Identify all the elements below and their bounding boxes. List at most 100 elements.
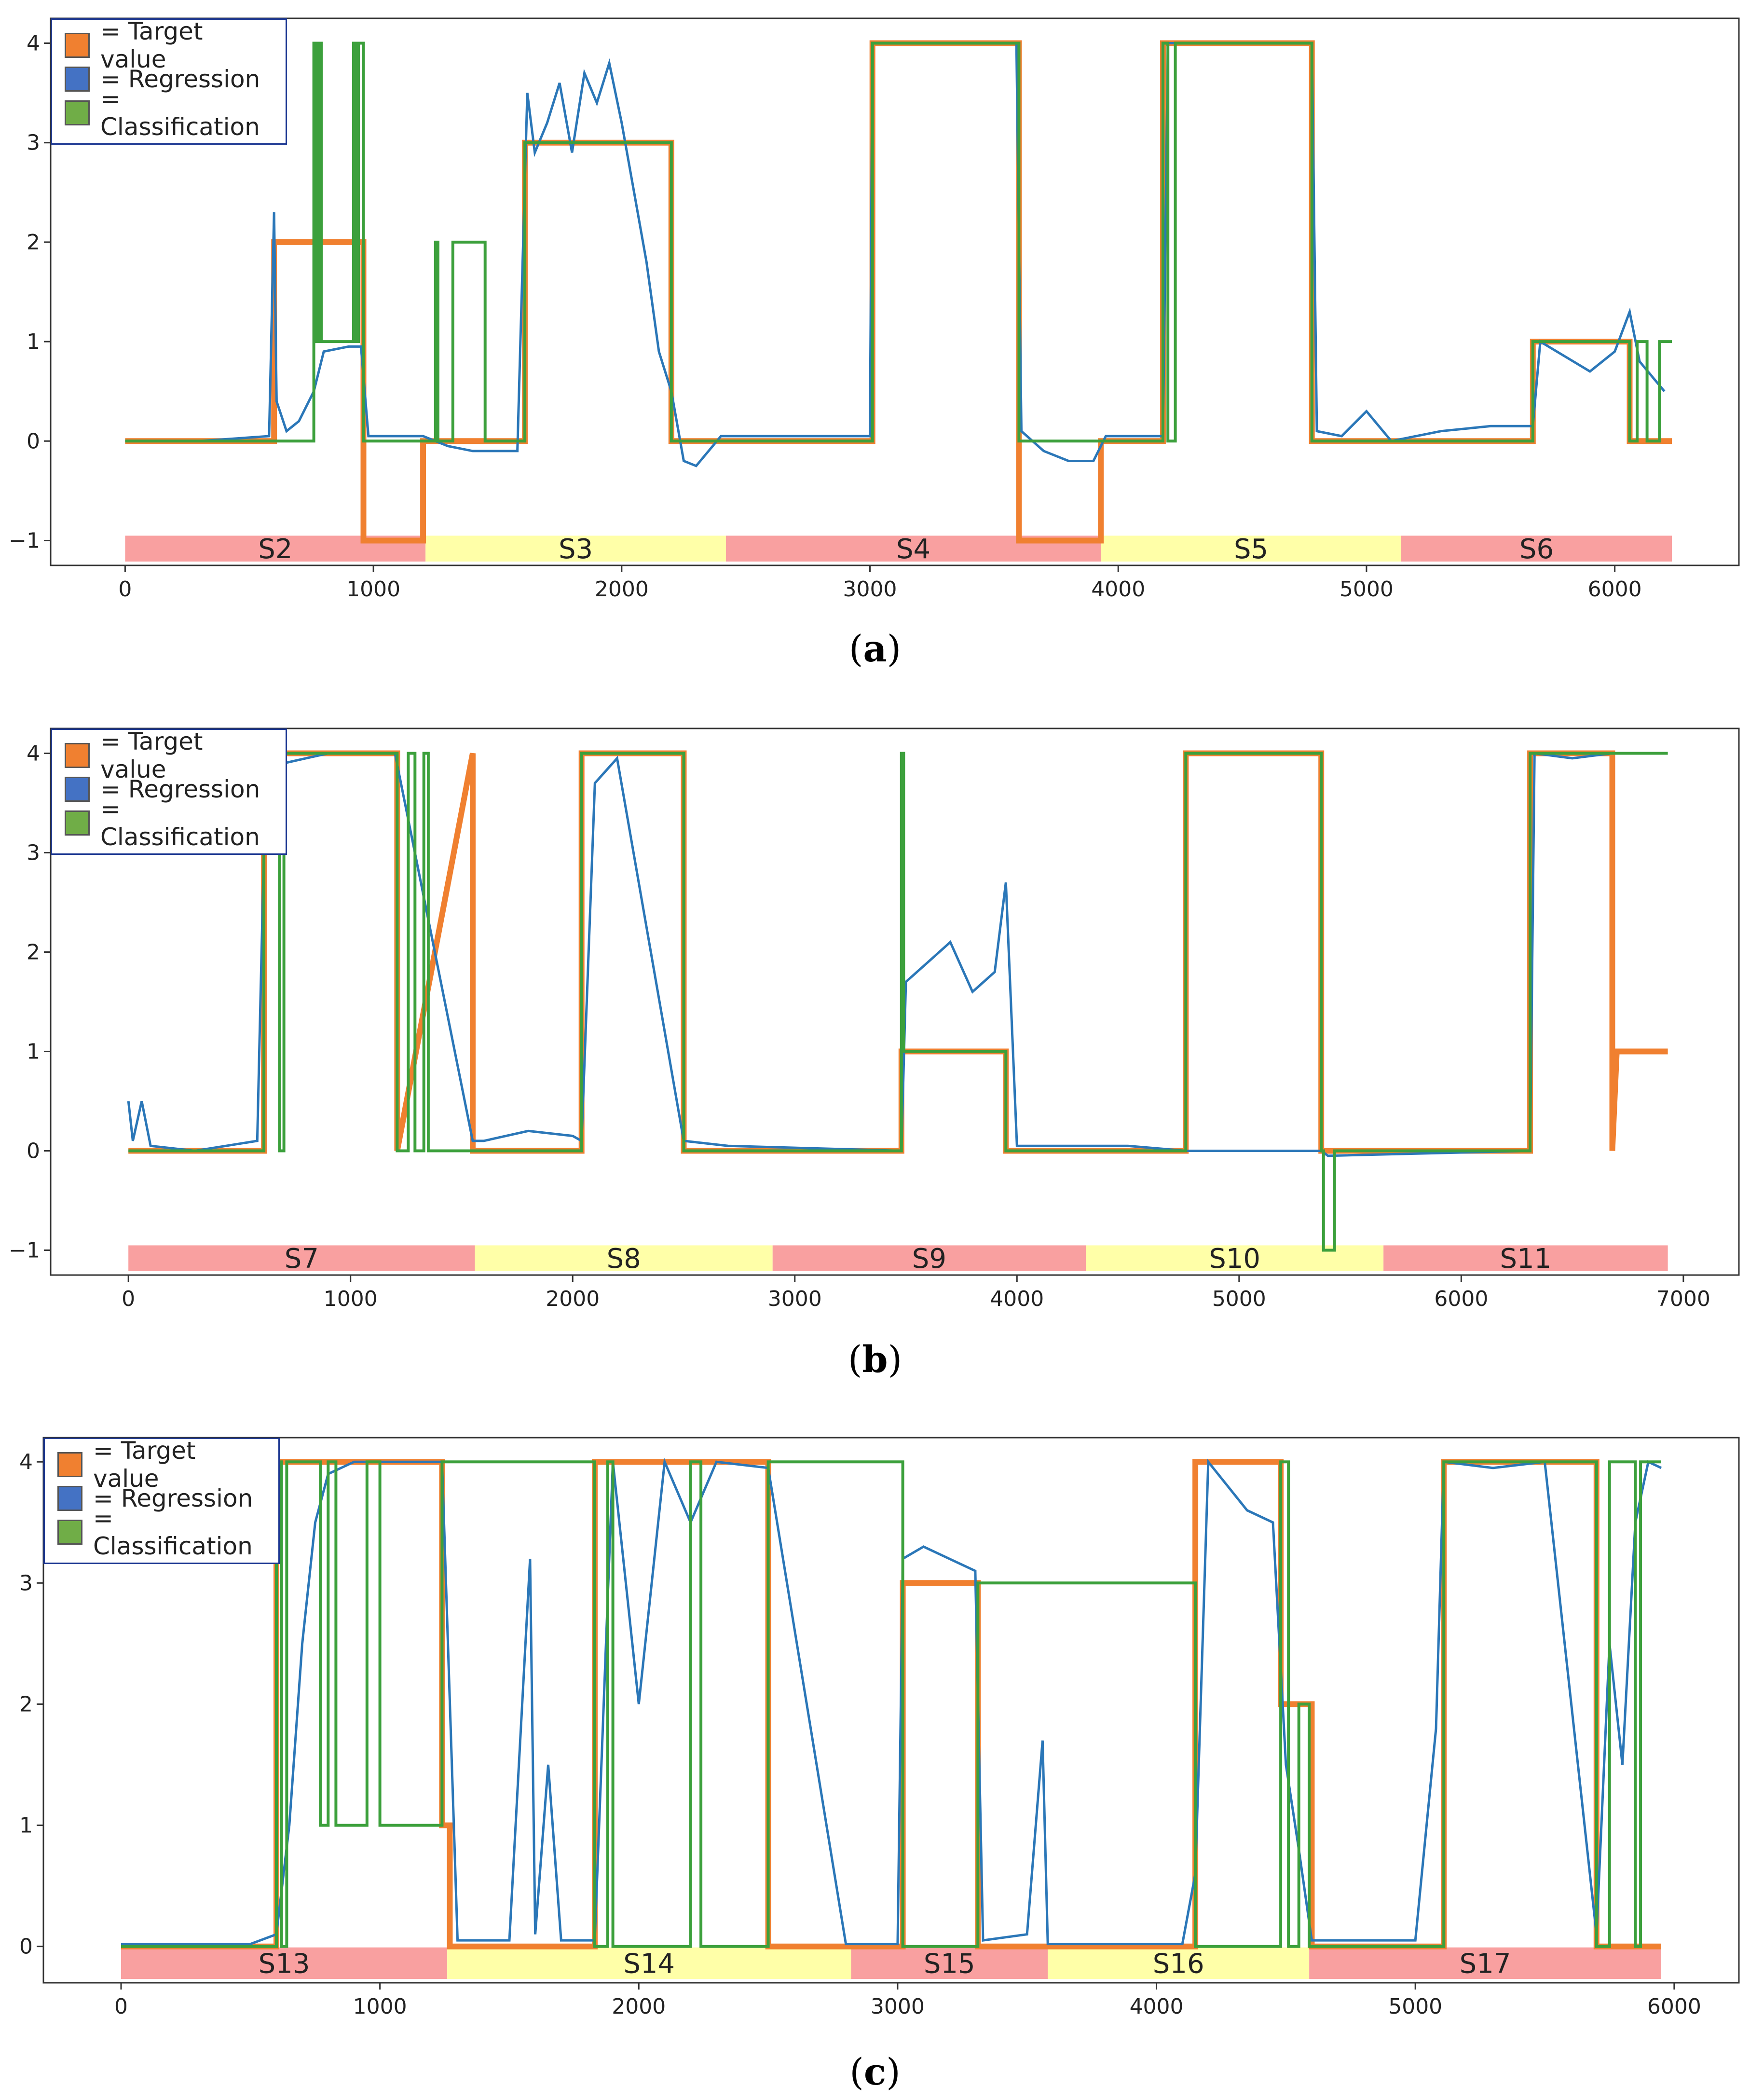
chart-panel-a: S2 S3 S4 S5 S6 0 1000 2000 3000 4000 5000 6000 −1 0 1 2… xyxy=(0,0,1750,700)
caption-a-letter: a xyxy=(863,627,887,670)
caption-a: (a) xyxy=(848,627,902,670)
session-band-S11 xyxy=(1383,1245,1668,1271)
session-band-S14 xyxy=(447,1947,851,1979)
legend-target: = Target value xyxy=(65,17,276,73)
session-label: S16 xyxy=(1153,1948,1204,1979)
y-tick-label: 1 xyxy=(27,329,40,354)
session-band-S5 xyxy=(1101,535,1401,562)
y-tick-label: 0 xyxy=(27,1139,40,1164)
y-tick-label: 2 xyxy=(27,940,40,965)
caption-b-letter: b xyxy=(862,1338,888,1381)
classification-swatch xyxy=(65,100,90,125)
y-tick-label: 2 xyxy=(27,230,40,255)
series-target-value xyxy=(121,1459,1661,1949)
session-label: S15 xyxy=(924,1948,975,1979)
x-tick-label: 2000 xyxy=(595,577,649,602)
x-tick-label: 2000 xyxy=(546,1287,600,1311)
legend-classification: = Classification xyxy=(65,795,276,851)
caption-c-letter: c xyxy=(863,2050,887,2093)
x-tick-label: 4000 xyxy=(990,1287,1044,1311)
session-band-S6 xyxy=(1401,535,1672,562)
session-label: S4 xyxy=(896,534,930,565)
x-tick-label: 2000 xyxy=(612,1994,666,2019)
x-tick-label: 0 xyxy=(122,1287,135,1311)
y-tick-label: 3 xyxy=(27,131,40,155)
target-swatch xyxy=(65,743,90,768)
session-band-S7 xyxy=(128,1245,475,1271)
series-regression xyxy=(127,751,1613,1157)
x-tick-label: 0 xyxy=(114,1994,128,2019)
session-label: S3 xyxy=(559,534,593,565)
legend-a: = Target value = Regression = Classifica… xyxy=(51,17,287,145)
series-target-value xyxy=(128,750,1668,1154)
legend-target: = Target value xyxy=(65,727,276,783)
plot-frame xyxy=(42,1437,1740,1984)
x-tick-label: 4000 xyxy=(1091,577,1145,602)
regression-swatch xyxy=(65,777,90,802)
session-label: S9 xyxy=(912,1243,946,1275)
legend-classification: = Classification xyxy=(65,85,276,141)
session-label: S13 xyxy=(259,1948,310,1979)
x-tick-label: 7000 xyxy=(1656,1287,1710,1311)
regression-swatch xyxy=(65,67,90,92)
session-band-S16 xyxy=(1048,1947,1310,1979)
session-label: S5 xyxy=(1234,534,1268,565)
legend-target: = Target value xyxy=(57,1437,269,1493)
plot-frame xyxy=(50,727,1740,1276)
session-label: S10 xyxy=(1209,1243,1260,1275)
classification-swatch xyxy=(65,810,90,836)
session-band-S3 xyxy=(425,535,726,562)
x-tick-label: 1000 xyxy=(324,1287,378,1311)
legend-regression-label: = Regression xyxy=(100,775,260,803)
y-tick-label: 1 xyxy=(27,1040,40,1064)
session-label: S14 xyxy=(623,1948,675,1979)
x-tick-label: 4000 xyxy=(1130,1994,1184,2019)
x-tick-label: 1000 xyxy=(353,1994,407,2019)
legend-regression: = Regression xyxy=(65,62,276,96)
caption-c: (c) xyxy=(849,2050,901,2093)
plot-frame xyxy=(50,17,1740,566)
legend-c: = Target value = Regression = Classifica… xyxy=(43,1437,280,1564)
legend-regression: = Regression xyxy=(65,772,276,806)
x-tick-label: 5000 xyxy=(1212,1287,1266,1311)
y-tick-label: 3 xyxy=(27,841,40,865)
session-band-S13 xyxy=(121,1947,448,1979)
y-tick-label: 4 xyxy=(27,31,40,56)
y-tick-label: 4 xyxy=(27,741,40,766)
classification-swatch xyxy=(57,1520,82,1545)
target-swatch xyxy=(57,1452,82,1477)
legend-regression-label: = Regression xyxy=(93,1484,253,1512)
y-tick-label: 0 xyxy=(27,429,40,453)
session-band-S8 xyxy=(475,1245,773,1271)
legend-b: = Target value = Regression = Classifica… xyxy=(51,727,287,855)
session-band-S9 xyxy=(772,1245,1086,1271)
x-tick-label: 3000 xyxy=(843,577,897,602)
x-tick-label: 5000 xyxy=(1340,577,1394,602)
x-tick-label: 0 xyxy=(118,577,132,602)
session-label: S2 xyxy=(258,534,292,565)
legend-classification-label: = Classification xyxy=(93,1504,253,1560)
session-label: S6 xyxy=(1519,534,1554,565)
y-tick-label: 4 xyxy=(19,1450,33,1474)
session-band-S17 xyxy=(1309,1947,1662,1979)
legend-target-label: = Target value xyxy=(93,1437,196,1493)
x-tick-label: 3000 xyxy=(871,1994,925,2019)
x-tick-label: 6000 xyxy=(1647,1994,1701,2019)
regression-swatch xyxy=(57,1486,82,1511)
y-tick-label: 1 xyxy=(19,1813,33,1838)
x-tick-label: 6000 xyxy=(1588,577,1642,602)
session-band-S15 xyxy=(851,1947,1048,1979)
chart-panel-c: S13 S14 S15 S16 S17 0 1000 2000 3000 4000 5000 6000… xyxy=(0,1414,1750,2100)
chart-c: S13 S14 S15 S16 S17 0 1000 2000 3000 4000 5000 6000… xyxy=(19,1437,1740,2019)
series-regression xyxy=(121,1457,1662,1946)
session-label: S17 xyxy=(1460,1948,1511,1979)
series-classification xyxy=(128,752,1668,1252)
y-tick-label: 2 xyxy=(19,1692,33,1716)
y-tick-label: −1 xyxy=(9,1238,40,1263)
session-label: S8 xyxy=(607,1243,641,1275)
legend-classification-label: = Classification xyxy=(100,795,260,851)
x-tick-label: 3000 xyxy=(768,1287,822,1311)
target-swatch xyxy=(65,33,90,58)
x-tick-label: 1000 xyxy=(346,577,400,602)
series-classification xyxy=(125,41,1672,443)
